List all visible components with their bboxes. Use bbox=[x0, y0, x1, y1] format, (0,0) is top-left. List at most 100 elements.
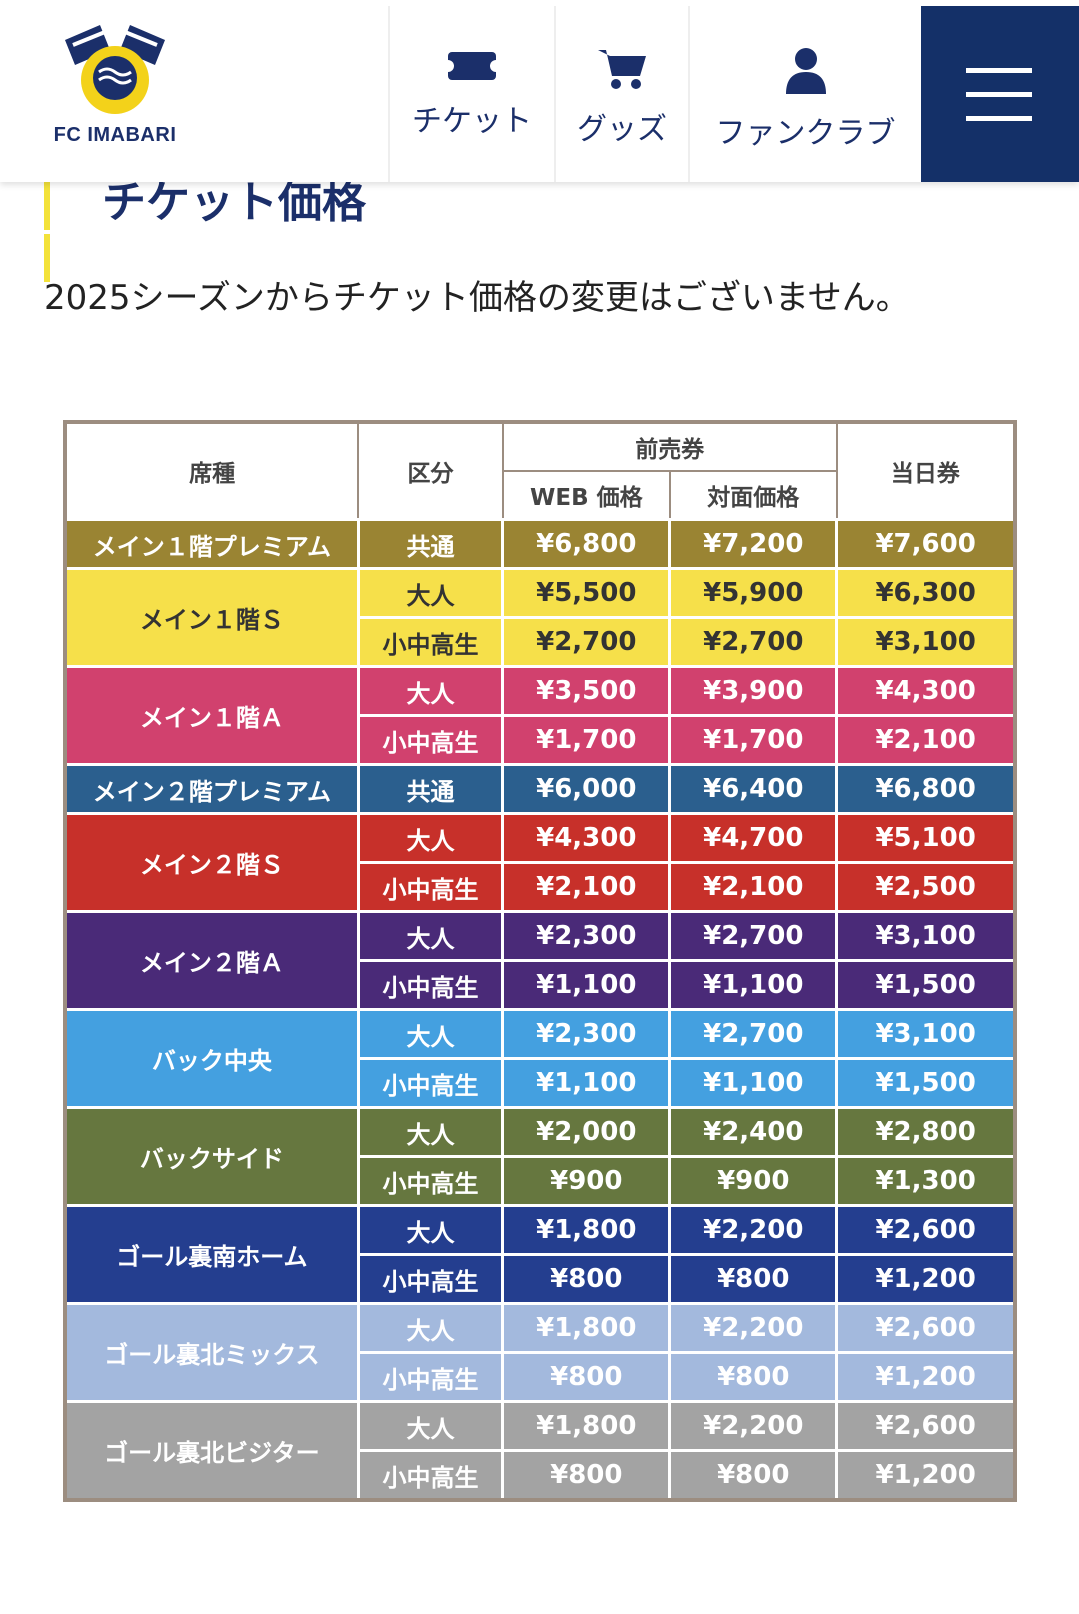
category-cell: 大人 bbox=[356, 567, 505, 619]
category-cell: 小中高生 bbox=[356, 1155, 505, 1207]
web-price: ¥6,800 bbox=[501, 518, 672, 570]
table-row: メイン２階プレミアム 共通 ¥6,000 ¥6,400 ¥6,800 bbox=[63, 763, 1017, 815]
category-cell: 共通 bbox=[356, 518, 505, 570]
counter-price: ¥2,200 bbox=[668, 1400, 839, 1452]
table-body: メイン１階プレミアム 共通 ¥6,800 ¥7,200 ¥7,600 メイン１階Ｓ 大人 ¥5… bbox=[63, 518, 1017, 1502]
table-row: メイン２階Ｓ 大人 ¥4,300 ¥4,700 ¥5,100 bbox=[63, 812, 1017, 913]
web-price: ¥6,000 bbox=[501, 763, 672, 815]
logo-text: FC IMABARI bbox=[53, 124, 177, 146]
seat-cell: ゴール裏北ミックス bbox=[63, 1302, 360, 1403]
nav-goods[interactable]: グッズ bbox=[554, 6, 688, 182]
nav-label: グッズ bbox=[577, 112, 667, 147]
web-price: ¥5,500 bbox=[501, 567, 672, 619]
counter-price: ¥1,100 bbox=[668, 959, 839, 1011]
web-price: ¥900 bbox=[501, 1155, 672, 1207]
web-price: ¥800 bbox=[501, 1351, 672, 1403]
day-price: ¥6,800 bbox=[835, 763, 1017, 815]
nav-fanclub[interactable]: ファンクラブ bbox=[688, 6, 921, 182]
day-price: ¥1,300 bbox=[835, 1155, 1017, 1207]
table-row: バック中央 大人 ¥2,300 ¥2,700 ¥3,100 bbox=[63, 1008, 1017, 1109]
day-price: ¥2,600 bbox=[835, 1400, 1017, 1452]
table-row: ゴール裏北ミックス 大人 ¥1,800 ¥2,200 ¥2,600 bbox=[63, 1302, 1017, 1403]
table-row: バックサイド 大人 ¥2,000 ¥2,400 ¥2,800 bbox=[63, 1106, 1017, 1207]
nav-ticket[interactable]: チケット bbox=[388, 6, 554, 182]
category-cell: 小中高生 bbox=[356, 714, 505, 766]
category-cell: 小中高生 bbox=[356, 1253, 505, 1305]
category-cell: 大人 bbox=[356, 1106, 505, 1158]
nav-label: チケット bbox=[412, 104, 532, 139]
counter-price: ¥2,700 bbox=[668, 616, 839, 668]
price-table: 席種 区分 前売券 当日券 WEB 価格 対面価格 メイン１階プレミアム 共通 ¥6… bbox=[63, 420, 1017, 1502]
web-price: ¥2,300 bbox=[501, 910, 672, 962]
seat-cell: メイン１階プレミアム bbox=[63, 518, 360, 570]
cart-icon bbox=[598, 50, 646, 89]
header-cell: 当日券 bbox=[835, 421, 1017, 521]
category-cell: 大人 bbox=[356, 910, 505, 962]
web-price: ¥1,100 bbox=[501, 959, 672, 1011]
counter-price: ¥800 bbox=[668, 1449, 839, 1502]
web-price: ¥1,100 bbox=[501, 1057, 672, 1109]
seat-cell: メイン２階Ａ bbox=[63, 910, 360, 1011]
site-header: FC IMABARI チケット グッズ ファンクラブ bbox=[0, 0, 1079, 182]
notice: 2025シーズンからチケット価格の変更はございません。 bbox=[44, 278, 910, 318]
category-cell: 小中高生 bbox=[356, 616, 505, 668]
counter-price: ¥1,100 bbox=[668, 1057, 839, 1109]
header-cell: 席種 bbox=[63, 421, 360, 521]
category-cell: 小中高生 bbox=[356, 861, 505, 913]
day-price: ¥3,100 bbox=[835, 1008, 1017, 1060]
seat-cell: バック中央 bbox=[63, 1008, 360, 1109]
seat-cell: ゴール裏南ホーム bbox=[63, 1204, 360, 1305]
day-price: ¥4,300 bbox=[835, 665, 1017, 717]
web-price: ¥800 bbox=[501, 1449, 672, 1502]
table-row: メイン１階Ｓ 大人 ¥5,500 ¥5,900 ¥6,300 bbox=[63, 567, 1017, 668]
category-cell: 大人 bbox=[356, 812, 505, 864]
day-price: ¥5,100 bbox=[835, 812, 1017, 864]
web-price: ¥2,700 bbox=[501, 616, 672, 668]
seat-cell: ゴール裏北ビジター bbox=[63, 1400, 360, 1502]
counter-price: ¥900 bbox=[668, 1155, 839, 1207]
counter-price: ¥2,700 bbox=[668, 910, 839, 962]
table-row: メイン１階プレミアム 共通 ¥6,800 ¥7,200 ¥7,600 bbox=[63, 518, 1017, 570]
section-title: チケット価格 bbox=[102, 177, 366, 228]
seat-cell: バックサイド bbox=[63, 1106, 360, 1207]
day-price: ¥2,800 bbox=[835, 1106, 1017, 1158]
table-row: ゴール裏南ホーム 大人 ¥1,800 ¥2,200 ¥2,600 bbox=[63, 1204, 1017, 1305]
web-price: ¥1,800 bbox=[501, 1400, 672, 1452]
seat-cell: メイン２階Ｓ bbox=[63, 812, 360, 913]
web-price: ¥2,300 bbox=[501, 1008, 672, 1060]
counter-price: ¥2,200 bbox=[668, 1302, 839, 1354]
header-cell: 区分 bbox=[357, 421, 504, 521]
category-cell: 小中高生 bbox=[356, 1449, 505, 1502]
ticket-icon bbox=[442, 52, 502, 80]
day-price: ¥2,600 bbox=[835, 1204, 1017, 1256]
table-row: ゴール裏北ビジター 大人 ¥1,800 ¥2,200 ¥2,600 bbox=[63, 1400, 1017, 1502]
counter-price: ¥2,100 bbox=[668, 861, 839, 913]
menu-button[interactable] bbox=[921, 6, 1079, 182]
category-cell: 大人 bbox=[356, 665, 505, 717]
seat-cell: メイン１階Ｓ bbox=[63, 567, 360, 668]
table-row: メイン２階Ａ 大人 ¥2,300 ¥2,700 ¥3,100 bbox=[63, 910, 1017, 1011]
counter-price: ¥6,400 bbox=[668, 763, 839, 815]
category-cell: 大人 bbox=[356, 1204, 505, 1256]
web-price: ¥2,000 bbox=[501, 1106, 672, 1158]
counter-price: ¥2,200 bbox=[668, 1204, 839, 1256]
day-price: ¥1,200 bbox=[835, 1253, 1017, 1305]
web-price: ¥1,700 bbox=[501, 714, 672, 766]
web-price: ¥2,100 bbox=[501, 861, 672, 913]
day-price: ¥7,600 bbox=[835, 518, 1017, 570]
logo[interactable]: FC IMABARI bbox=[40, 20, 190, 147]
heading-bars bbox=[44, 182, 56, 286]
counter-price: ¥2,400 bbox=[668, 1106, 839, 1158]
category-cell: 大人 bbox=[356, 1302, 505, 1354]
day-price: ¥1,500 bbox=[835, 1057, 1017, 1109]
seat-cell: メイン１階Ａ bbox=[63, 665, 360, 766]
category-cell: 小中高生 bbox=[356, 1057, 505, 1109]
counter-price: ¥3,900 bbox=[668, 665, 839, 717]
category-cell: 共通 bbox=[356, 763, 505, 815]
logo-emblem bbox=[65, 25, 165, 114]
counter-price: ¥800 bbox=[668, 1253, 839, 1305]
header-cell: 前売券 bbox=[501, 421, 838, 472]
day-price: ¥3,100 bbox=[835, 910, 1017, 962]
category-cell: 小中高生 bbox=[356, 959, 505, 1011]
